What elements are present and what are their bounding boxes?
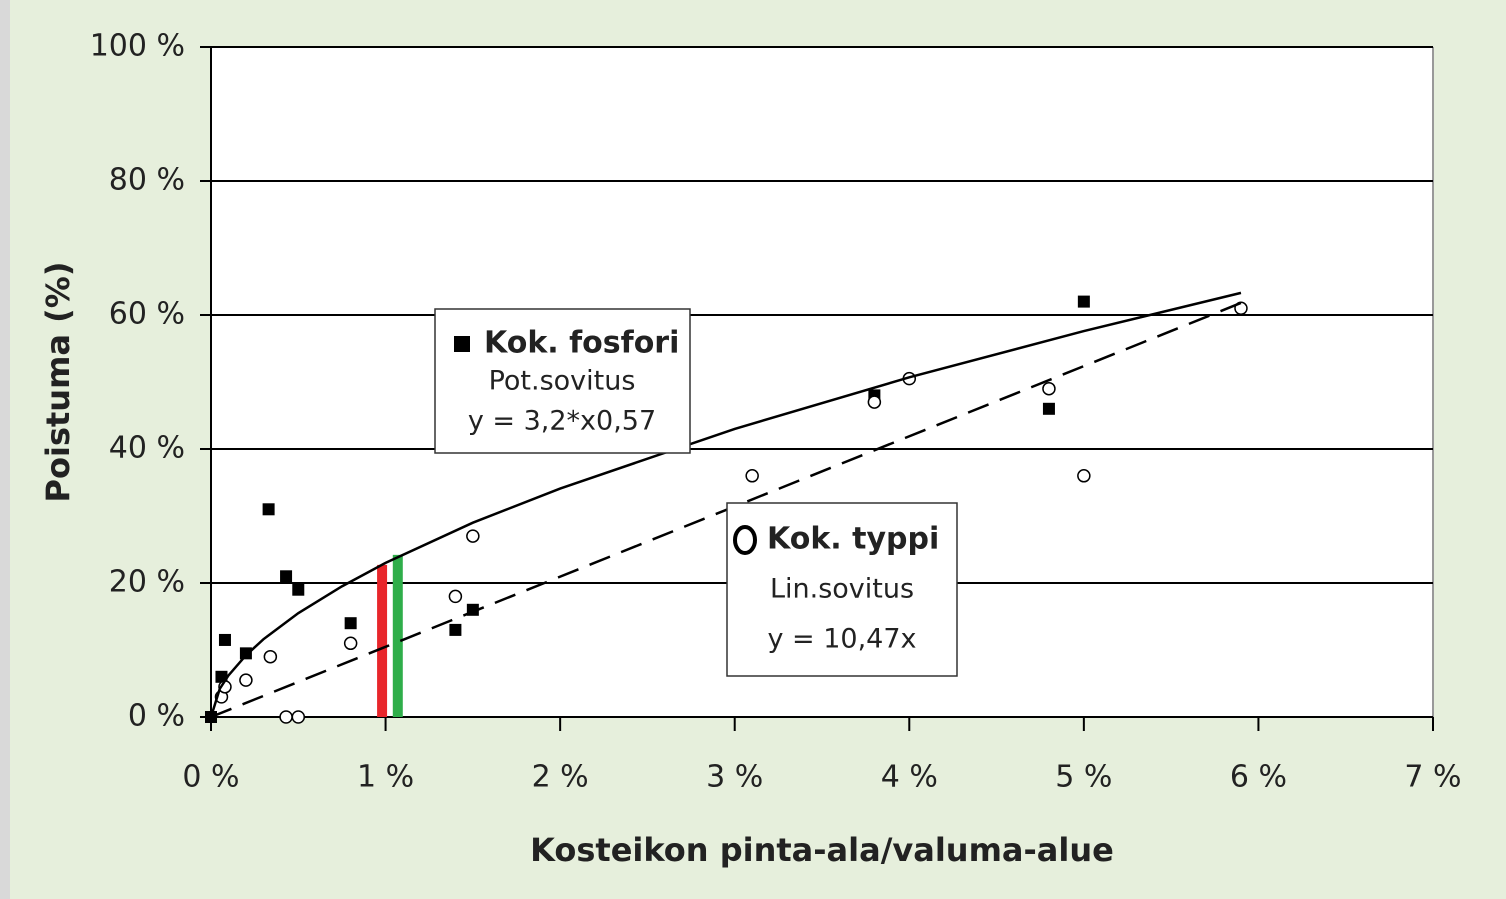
x-tick-label: 1 % (357, 760, 414, 795)
y-tick-label: 40 % (109, 431, 185, 466)
fit-equation: y = 3,2*x0,57 (468, 406, 656, 437)
point (1077, 469, 1091, 483)
legend-label: Kok. typpi (767, 522, 939, 557)
x-axis-title: Kosteikon pinta-ala/valuma-alue (530, 831, 1114, 869)
y-tick-label: 80 % (109, 163, 185, 198)
x-tick-label: 0 % (182, 760, 239, 795)
legend-label: Kok. fosfori (484, 326, 679, 361)
point (466, 529, 480, 543)
point (239, 647, 252, 660)
x-tick-label: 4 % (881, 760, 938, 795)
fit-line (209, 291, 1242, 718)
point (279, 710, 293, 724)
y-tick-label: 60 % (109, 297, 185, 332)
point (448, 589, 463, 604)
fit-line (210, 301, 1242, 719)
point (280, 570, 293, 583)
point (1042, 402, 1055, 415)
point (218, 633, 231, 646)
x-tick-label: 6 % (1230, 760, 1287, 795)
x-tick-label: 7 % (1404, 760, 1461, 795)
legend-frame (726, 502, 958, 677)
highlight-bar (392, 554, 403, 717)
point (1077, 295, 1090, 308)
point (449, 623, 462, 636)
x-tick-label: 2 % (532, 760, 589, 795)
y-tick-label: 20 % (109, 565, 185, 600)
x-tick-label: 5 % (1055, 760, 1112, 795)
point (262, 503, 275, 516)
point (344, 617, 357, 630)
point (1042, 381, 1056, 396)
point (239, 673, 253, 687)
left-strip (0, 0, 10, 899)
highlight-bar (377, 564, 388, 717)
fit-name: Pot.sovitus (489, 366, 636, 397)
point (343, 636, 358, 651)
fit-name: Lin.sovitus (770, 574, 914, 605)
y-axis-title: Poistuma (%) (39, 262, 77, 503)
legend-frame (434, 308, 691, 454)
x-tick-label: 3 % (706, 760, 763, 795)
legend-box: Kok. typpi Lin.sovitus y = 10,47x (726, 502, 958, 677)
y-tick-label: 0 % (128, 699, 185, 734)
fit-equation: y = 10,47x (767, 624, 916, 655)
legend-symbol (454, 336, 470, 352)
point (263, 649, 278, 664)
legend-symbol (733, 525, 757, 555)
point (745, 469, 759, 483)
legend-box: Kok. fosfori Pot.sovitus y = 3,2*x0,57 (434, 308, 691, 454)
y-tick-label: 100 % (90, 29, 185, 64)
point (291, 710, 306, 724)
point (292, 583, 305, 596)
point (867, 395, 882, 409)
